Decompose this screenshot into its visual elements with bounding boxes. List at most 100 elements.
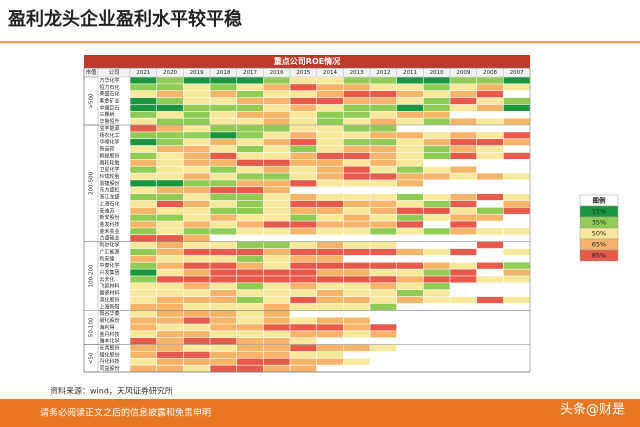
heat-cell: [343, 221, 370, 228]
heat-cell: [263, 193, 290, 201]
heat-cell: [423, 173, 450, 180]
company-name: 利尔化学: [100, 242, 120, 249]
heat-cell: [316, 221, 344, 228]
heat-cell: [316, 228, 344, 235]
heat-cell: [156, 221, 184, 228]
heat-cell: [263, 331, 290, 338]
heat-cell: [503, 344, 530, 352]
heat-cell: [236, 104, 264, 112]
company-name: 晨化股份: [100, 317, 120, 324]
heat-cell: [396, 255, 424, 262]
heat-cell: [396, 283, 424, 290]
heat-cell: [396, 132, 424, 139]
heat-cell: [263, 125, 290, 132]
heat-cell: [156, 351, 184, 358]
heat-cell: [290, 77, 317, 84]
heat-cell: [156, 214, 184, 221]
heat-cell: [290, 365, 317, 372]
heat-cell: [423, 310, 450, 317]
heat-cell: [476, 111, 504, 118]
heat-cell: [210, 248, 237, 256]
heat-cell: [290, 139, 317, 146]
heat-cell: [130, 324, 157, 331]
heat-cell: [210, 262, 237, 269]
heat-cell: [263, 276, 290, 283]
heat-cell: [423, 303, 450, 310]
heat-cell: [450, 289, 477, 297]
heat-cell: [210, 255, 237, 262]
company-name: 醋化股份: [100, 351, 120, 358]
heat-cell: [130, 84, 157, 91]
heat-cell: [343, 207, 370, 214]
slide-title: 盈利龙头企业盈利水平较平稳: [7, 8, 242, 30]
heat-cell: [263, 166, 290, 173]
heat-cell: [236, 152, 264, 160]
heat-cell: [236, 296, 264, 304]
heat-cell: [156, 111, 184, 118]
heat-cell: [183, 118, 210, 125]
heat-cell: [130, 91, 157, 98]
heat-cell: [156, 187, 184, 194]
heat-cell: [263, 145, 290, 153]
heat-cell: [476, 344, 504, 352]
heat-cell: [423, 344, 450, 352]
heat-cell: [343, 77, 370, 84]
heat-cell: [343, 159, 370, 166]
company-name: 恩捷股份: [100, 180, 120, 187]
heat-cell: [263, 91, 290, 98]
heat-cell: [370, 283, 397, 290]
heat-cell: [396, 214, 424, 221]
heat-cell: [210, 77, 237, 84]
heat-cell: [210, 214, 237, 221]
heat-cell: [156, 255, 184, 262]
heat-cell: [370, 97, 397, 105]
heat-cell: [130, 193, 157, 201]
heat-cell: [210, 125, 237, 132]
heat-cell: [263, 235, 290, 242]
footer-text: 请务必阅读正文之后的信息披露和免责申明: [40, 407, 211, 419]
heat-cell: [450, 145, 477, 153]
heat-cell: [130, 255, 157, 262]
company-name: 飞凯材料: [100, 283, 120, 290]
heat-cell: [343, 125, 370, 132]
heat-cell: [156, 324, 184, 331]
heat-cell: [503, 365, 530, 372]
heat-cell: [476, 214, 504, 221]
heat-cell: [476, 193, 504, 201]
heat-cell: [290, 289, 317, 297]
heat-cell: [396, 303, 424, 310]
heat-cell: [263, 104, 290, 112]
heat-cell: [290, 207, 317, 214]
heat-cell: [290, 111, 317, 118]
heat-cell: [183, 152, 210, 160]
heat-cell: [370, 317, 397, 324]
heat-cell: [263, 248, 290, 256]
heat-cell: [316, 159, 344, 166]
company-name: 万华化学: [100, 77, 120, 84]
heat-cell: [343, 255, 370, 262]
watermark: 头条@财是: [560, 402, 625, 418]
heat-cell: [183, 207, 210, 214]
heat-cell: [290, 228, 317, 235]
heat-cell: [370, 221, 397, 228]
column-header: 2014: [323, 70, 337, 76]
heat-cell: [210, 187, 237, 194]
heat-cell: [396, 235, 424, 242]
heat-cell: [343, 289, 370, 297]
heat-cell: [370, 331, 397, 338]
heat-cell: [476, 248, 504, 256]
heat-cell: [263, 159, 290, 166]
heat-cell: [290, 152, 317, 160]
heat-cell: [290, 159, 317, 166]
heat-cell: [130, 303, 157, 310]
heat-cell: [316, 152, 344, 160]
heat-cell: [156, 303, 184, 310]
heat-cell: [476, 303, 504, 310]
company-name: 丹化科技: [100, 358, 120, 365]
heat-cell: [290, 235, 317, 242]
heat-cell: [236, 159, 264, 166]
heat-cell: [343, 214, 370, 221]
heat-cell: [210, 84, 237, 91]
heat-cell: [210, 97, 237, 105]
heat-cell: [290, 187, 317, 194]
